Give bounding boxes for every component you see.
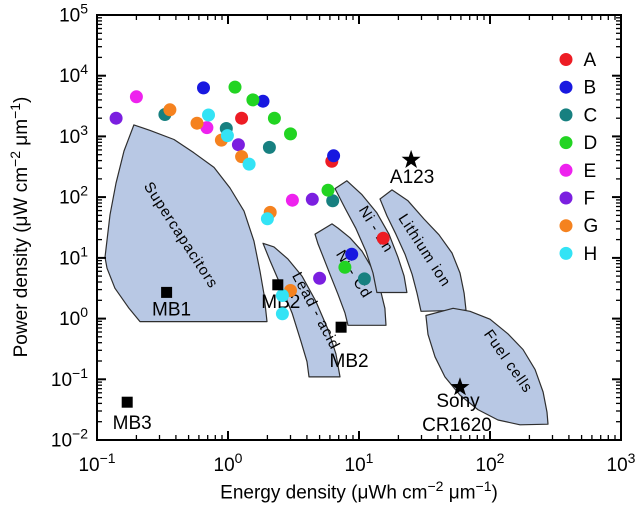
- legend-label-H: H: [584, 244, 598, 265]
- annotation-label-a123: A123: [390, 167, 434, 188]
- point-series-E: [129, 90, 143, 104]
- point-series-F: [109, 111, 123, 125]
- point-series-B: [256, 94, 270, 108]
- annotation-label-mb1: MB1: [152, 299, 191, 320]
- point-series-D: [246, 93, 260, 107]
- region-ni-zn: [334, 180, 408, 294]
- legend-entry-F: F: [559, 189, 596, 210]
- point-series-H: [275, 289, 289, 302]
- point-series-H: [260, 212, 274, 226]
- marker-square-mb1: [161, 286, 173, 298]
- y-tick-label-1e3: 103: [59, 122, 88, 148]
- point-series-H: [242, 157, 256, 171]
- y-tick-label-1e-2: 10−2: [51, 426, 88, 452]
- point-series-D: [267, 111, 281, 125]
- legend-entry-E: E: [559, 161, 597, 182]
- y-axis-title-sup2: −1: [6, 102, 23, 119]
- x-tick-label-1e1: 101: [345, 450, 374, 476]
- point-series-D: [321, 183, 335, 197]
- legend-marker-E: [559, 163, 573, 177]
- annotation-label-cr1620: CR1620: [422, 415, 492, 436]
- y-axis-title-text: Power density (μW cm: [11, 166, 33, 358]
- legend-marker-F: [559, 191, 573, 205]
- marker-star-a123: [401, 149, 421, 168]
- point-series-A: [376, 231, 390, 245]
- point-series-H: [220, 129, 234, 143]
- legend-entry-B: B: [559, 78, 597, 99]
- x-tick-label-1e2: 102: [476, 450, 505, 476]
- legend-label-E: E: [584, 161, 597, 182]
- y-axis-title-mid: μm: [11, 118, 33, 151]
- point-series-B: [345, 247, 359, 261]
- marker-square-mb2: [335, 321, 347, 333]
- y-tick-label-1e0: 100: [59, 304, 88, 330]
- x-axis-title-sup1: −2: [427, 478, 444, 494]
- marker-star-sony-cr1620: [450, 377, 470, 396]
- legend-marker-C: [559, 108, 573, 122]
- legend-label-D: D: [584, 133, 598, 154]
- legend-label-F: F: [584, 189, 596, 210]
- marker-square-mb2: [272, 279, 284, 291]
- x-axis-title-post: ): [491, 482, 498, 504]
- point-series-C: [262, 140, 276, 154]
- point-series-F: [231, 138, 245, 152]
- y-tick-label-1e2: 102: [59, 183, 88, 209]
- x-tick-label-1e0: 100: [214, 450, 243, 476]
- y-axis-title-sup1: −2: [6, 150, 23, 167]
- annotation-label-mb2: MB2: [330, 351, 369, 372]
- x-tick-label-1e-1: 10−1: [78, 450, 115, 476]
- legend-entry-D: D: [559, 133, 598, 154]
- region-supercapacitors: [104, 124, 268, 323]
- y-tick-label-1e5: 105: [59, 1, 88, 27]
- x-axis-title-mid: μm: [443, 482, 476, 504]
- legend-marker-H: [559, 246, 573, 260]
- annotation-label-mb2: MB2: [261, 292, 300, 313]
- y-axis-title-post: ): [11, 96, 33, 103]
- legend-entry-C: C: [559, 105, 598, 126]
- y-axis-title: Power density (μW cm−2 μm−1): [7, 97, 33, 358]
- y-tick-label-1e1: 101: [59, 243, 88, 269]
- marker-square-mb3: [121, 396, 133, 408]
- point-series-B: [327, 149, 341, 163]
- point-series-D: [284, 127, 297, 141]
- point-series-H: [275, 307, 289, 321]
- legend-label-A: A: [584, 50, 597, 71]
- point-series-D: [228, 80, 242, 94]
- point-series-A: [235, 111, 249, 125]
- legend-marker-G: [559, 219, 573, 233]
- annotation-label-mb3: MB3: [113, 413, 152, 434]
- point-series-F: [313, 271, 327, 285]
- annotation-label-sony: Sony: [436, 391, 480, 412]
- point-series-C: [326, 194, 340, 208]
- x-axis-title: Energy density (μWh cm−2 μm−1): [97, 478, 621, 504]
- legend-entry-H: H: [559, 244, 598, 265]
- point-series-H: [202, 108, 215, 122]
- legend-entry-G: G: [559, 216, 599, 237]
- region-ni-cd: [314, 223, 387, 326]
- x-axis-title-text: Energy density (μWh cm: [220, 482, 428, 504]
- x-tick-label-1e3: 103: [607, 450, 636, 476]
- legend-marker-B: [559, 80, 573, 94]
- legend-label-G: G: [584, 216, 599, 237]
- legend-marker-D: [559, 136, 573, 150]
- point-series-B: [197, 81, 210, 95]
- point-series-G: [190, 116, 204, 130]
- legend-entry-A: A: [559, 50, 597, 71]
- legend-label-B: B: [584, 78, 597, 99]
- region-fuel-cells: [425, 307, 549, 426]
- legend-label-C: C: [584, 105, 598, 126]
- point-series-C: [357, 272, 371, 286]
- point-series-E: [285, 193, 299, 207]
- point-series-D: [338, 260, 352, 274]
- point-series-F: [305, 192, 319, 206]
- region-lithium-ion: [379, 189, 467, 312]
- y-tick-label-1e-1: 10−1: [51, 365, 88, 391]
- point-series-G: [163, 103, 177, 117]
- y-tick-label-1e4: 104: [59, 61, 88, 87]
- x-axis-title-sup2: −1: [475, 478, 492, 494]
- point-series-E: [200, 121, 214, 135]
- legend-marker-A: [559, 53, 573, 66]
